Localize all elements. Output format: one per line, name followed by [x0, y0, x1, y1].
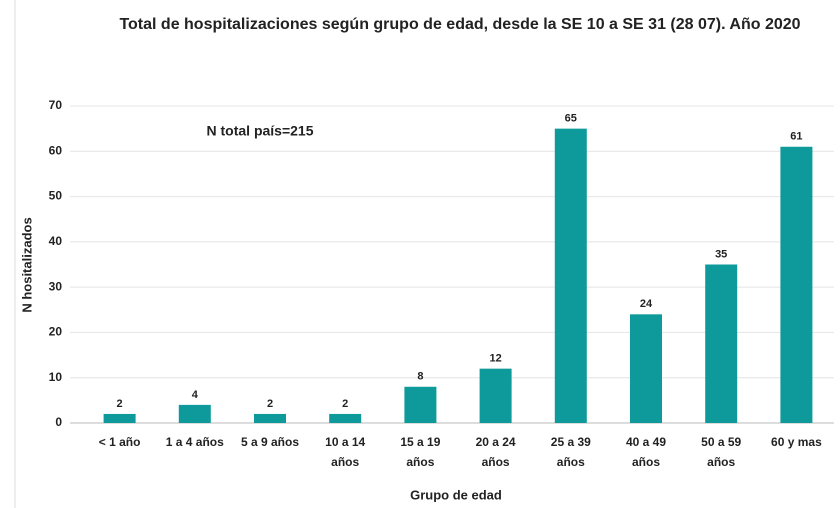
x-tick-label: 40 a 49 años [625, 435, 667, 469]
x-tick-label: 50 a 59 años [701, 435, 742, 469]
bar [103, 413, 136, 423]
x-tick-label: 1 a 4 años [165, 435, 224, 449]
y-tick-label: 30 [49, 279, 63, 293]
value-label: 8 [417, 371, 423, 383]
value-label: 65 [565, 113, 577, 125]
y-tick-label: 0 [55, 415, 62, 429]
value-label: 61 [790, 131, 802, 143]
y-tick-label: 60 [49, 143, 63, 157]
x-tick-label: 15 a 19 años [400, 435, 441, 469]
x-tick-label: 25 a 39 años [550, 435, 591, 469]
bar [329, 413, 362, 423]
y-tick-label: 20 [49, 325, 63, 339]
value-label: 35 [715, 248, 727, 260]
value-label: 2 [267, 398, 273, 410]
bar [630, 314, 662, 423]
x-tick-label: 60 y mas [771, 435, 822, 449]
value-label: 24 [640, 298, 653, 310]
value-label: 2 [342, 398, 348, 410]
y-tick-label: 10 [49, 370, 63, 384]
bar [705, 264, 738, 423]
x-tick-label: 10 a 14 años [325, 435, 366, 469]
bar [780, 146, 813, 423]
x-axis-label: Grupo de edad [410, 487, 502, 502]
bar [479, 368, 512, 423]
x-tick-label: 20 a 24 años [475, 435, 516, 469]
chart-title: Total de hospitalizaciones según grupo d… [119, 16, 801, 33]
annotation: N total país=215 [207, 123, 314, 139]
x-tick-label: < 1 año [98, 435, 141, 449]
bar [254, 413, 286, 423]
x-tick-label: 5 a 9 años [240, 435, 300, 449]
y-tick-label: 70 [49, 98, 63, 112]
value-label: 12 [489, 353, 501, 365]
value-label: 4 [192, 389, 199, 401]
y-axis-label: N hositalizados [19, 217, 34, 312]
value-label: 2 [117, 398, 123, 410]
bar [554, 128, 587, 423]
bar [178, 404, 211, 423]
bar [404, 386, 437, 423]
y-tick-label: 50 [49, 189, 63, 203]
y-tick-label: 40 [49, 234, 63, 248]
